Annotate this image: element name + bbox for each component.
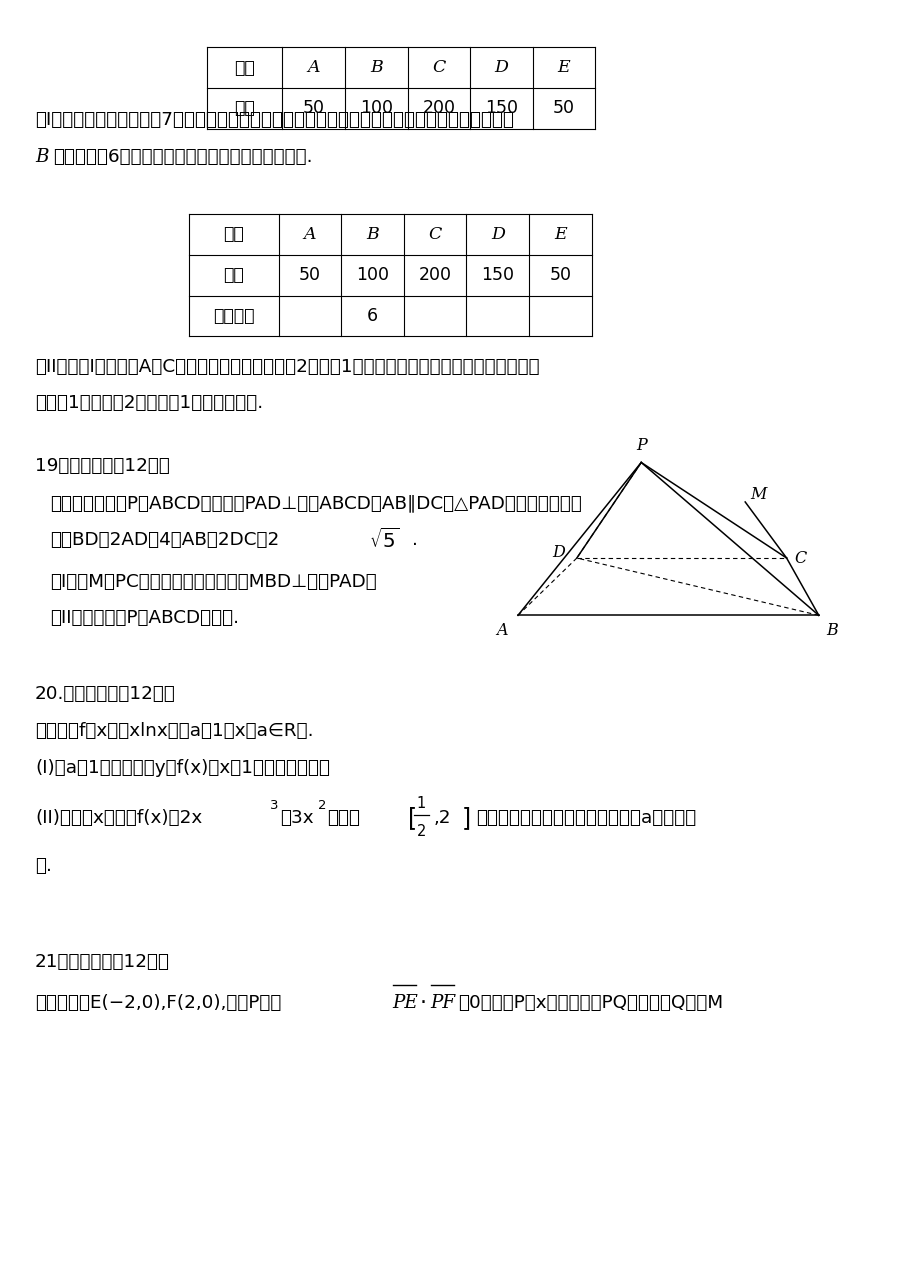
Text: 抽取人数: 抽取人数 (212, 307, 255, 325)
Text: C: C (432, 59, 445, 76)
Text: 人数: 人数 (234, 99, 255, 117)
Text: 2: 2 (318, 799, 326, 812)
Text: 50: 50 (299, 266, 321, 284)
Text: D: D (490, 225, 505, 243)
Text: 3: 3 (270, 799, 278, 812)
Text: 50: 50 (552, 99, 574, 117)
Text: 20.（本小题满分12分）: 20.（本小题满分12分） (35, 685, 176, 703)
Text: 已知函数f（x）＝xlnx＋（a－1）x（a∈R）.: 已知函数f（x）＝xlnx＋（a－1）x（a∈R）. (35, 722, 313, 740)
Text: ·: · (419, 992, 426, 1013)
Text: 人数: 人数 (223, 266, 244, 284)
Text: B: B (825, 622, 836, 640)
Text: 50: 50 (549, 266, 571, 284)
Text: .: . (412, 531, 417, 549)
Text: B: B (369, 59, 382, 76)
Text: A: A (307, 59, 320, 76)
Text: 围.: 围. (35, 857, 51, 875)
Text: 200: 200 (418, 266, 451, 284)
Text: ]: ] (461, 806, 471, 829)
Text: 别任选1人，求这2人都支持1号歌手的概率.: 别任选1人，求这2人都支持1号歌手的概率. (35, 394, 263, 412)
Text: 1: 1 (416, 796, 425, 812)
Text: 组别: 组别 (234, 59, 255, 76)
Text: 150: 150 (481, 266, 514, 284)
Text: 内有两个不相等的实数根，求实数a的取值范: 内有两个不相等的实数根，求实数a的取值范 (475, 809, 695, 827)
Text: 21（本小题满分12分）: 21（本小题满分12分） (35, 953, 170, 971)
Text: (II)若关于x的方程f(x)＝2x: (II)若关于x的方程f(x)＝2x (35, 809, 202, 827)
Text: M: M (749, 485, 766, 503)
Text: 100: 100 (359, 99, 392, 117)
Text: A: A (496, 622, 507, 640)
Text: 100: 100 (356, 266, 389, 284)
Text: $\sqrt{5}$: $\sqrt{5}$ (369, 527, 399, 553)
Text: ＝0，由点P向x轴作垂线段PQ，垂足为Q，点M: ＝0，由点P向x轴作垂线段PQ，垂足为Q，点M (458, 994, 722, 1012)
Text: （I）为了调查大众评委对7位歌手的支持状况，现用分层抽样方法从各组中抽取若干评委，其中从: （I）为了调查大众评委对7位歌手的支持状况，现用分层抽样方法从各组中抽取若干评委… (35, 111, 514, 129)
Text: (I)当a＝1时，求曲线y＝f(x)在x＝1处的切线方程；: (I)当a＝1时，求曲线y＝f(x)在x＝1处的切线方程； (35, 759, 330, 777)
Text: 已知BD＝2AD＝4，AB＝2DC＝2: 已知BD＝2AD＝4，AB＝2DC＝2 (51, 531, 279, 549)
Text: 组中抽取了6人．请将其余各组抽取的人数填入下表.: 组中抽取了6人．请将其余各组抽取的人数填入下表. (53, 148, 312, 166)
Text: PE: PE (391, 994, 417, 1012)
Text: 19（本小题满分12分）: 19（本小题满分12分） (35, 457, 170, 475)
Text: 50: 50 (302, 99, 324, 117)
Text: D: D (551, 544, 564, 562)
Text: C: C (793, 549, 806, 567)
Text: 200: 200 (422, 99, 455, 117)
Text: D: D (494, 59, 508, 76)
Text: （II）在（I）中，若A，C两组被抽到的评委中各有2人支持1号歌手，现从这两组被抽到的评委中分: （II）在（I）中，若A，C两组被抽到的评委中各有2人支持1号歌手，现从这两组被… (35, 358, 539, 376)
Text: 2: 2 (416, 824, 425, 840)
Text: A: A (303, 225, 316, 243)
Text: －3x: －3x (279, 809, 313, 827)
Text: 在区间: 在区间 (327, 809, 360, 827)
Text: （II）求四棱锥P－ABCD的体积.: （II）求四棱锥P－ABCD的体积. (51, 609, 239, 627)
Text: C: C (428, 225, 441, 243)
Text: PF: PF (430, 994, 455, 1012)
Text: E: E (557, 59, 570, 76)
Text: 6: 6 (367, 307, 378, 325)
Text: [: [ (408, 806, 417, 829)
Text: B: B (35, 148, 49, 166)
Text: P: P (635, 437, 646, 455)
Text: 150: 150 (484, 99, 517, 117)
Text: 如图，在四棱锥P－ABCD中，平面PAD⊥平面ABCD，AB∥DC，△PAD是等边三角形，: 如图，在四棱锥P－ABCD中，平面PAD⊥平面ABCD，AB∥DC，△PAD是等… (51, 494, 582, 512)
Text: 组别: 组别 (223, 225, 244, 243)
Text: E: E (553, 225, 566, 243)
Text: B: B (366, 225, 379, 243)
Text: （I）设M是PC上的一点，证明：平面MBD⊥平面PAD；: （I）设M是PC上的一点，证明：平面MBD⊥平面PAD； (51, 573, 377, 591)
Text: 已知两定点E(−2,0),F(2,0),动点P满足: 已知两定点E(−2,0),F(2,0),动点P满足 (35, 994, 281, 1012)
Text: ,2: ,2 (433, 809, 450, 827)
